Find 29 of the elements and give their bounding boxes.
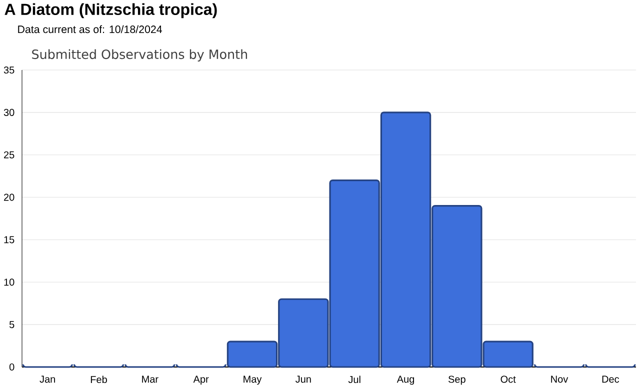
bar (482, 340, 534, 368)
bar (278, 298, 329, 368)
x-tick-label: Aug (396, 376, 414, 385)
bar (380, 112, 432, 368)
chart-title: A Diatom (Nitzschia tropica) (4, 3, 217, 18)
y-tick-label: 30 (4, 108, 14, 116)
x-tick-label: Apr (193, 376, 209, 385)
y-tick-label: 0 (9, 363, 14, 371)
y-tick-label: 35 (4, 66, 14, 74)
text: Submitted Observations by Month (32, 49, 247, 62)
x-tick-label: Dec (602, 376, 620, 383)
bar (329, 180, 380, 368)
y-tick-label: 5 (9, 321, 14, 328)
x-tick-label: Jan (40, 376, 55, 383)
y-tick-label: 25 (4, 151, 14, 158)
y-tick-label: 20 (4, 194, 14, 201)
x-tick-label: Nov (551, 376, 568, 383)
y-tick-label: 10 (4, 278, 14, 286)
x-tick-label: Mar (142, 376, 158, 383)
x-tick-label: Oct (500, 376, 516, 383)
x-tick-label: May (244, 376, 262, 385)
x-tick-label: Feb (90, 376, 107, 384)
chart-subtitle: Data current as of: 10/18/2024 (18, 25, 162, 34)
x-tick-label: Sep (448, 376, 466, 385)
y-tick-label: 15 (4, 236, 14, 244)
bar (226, 340, 278, 368)
x-tick-label: Jun (296, 376, 311, 383)
x-tick-label: Jul (348, 376, 360, 384)
bar (432, 204, 482, 368)
